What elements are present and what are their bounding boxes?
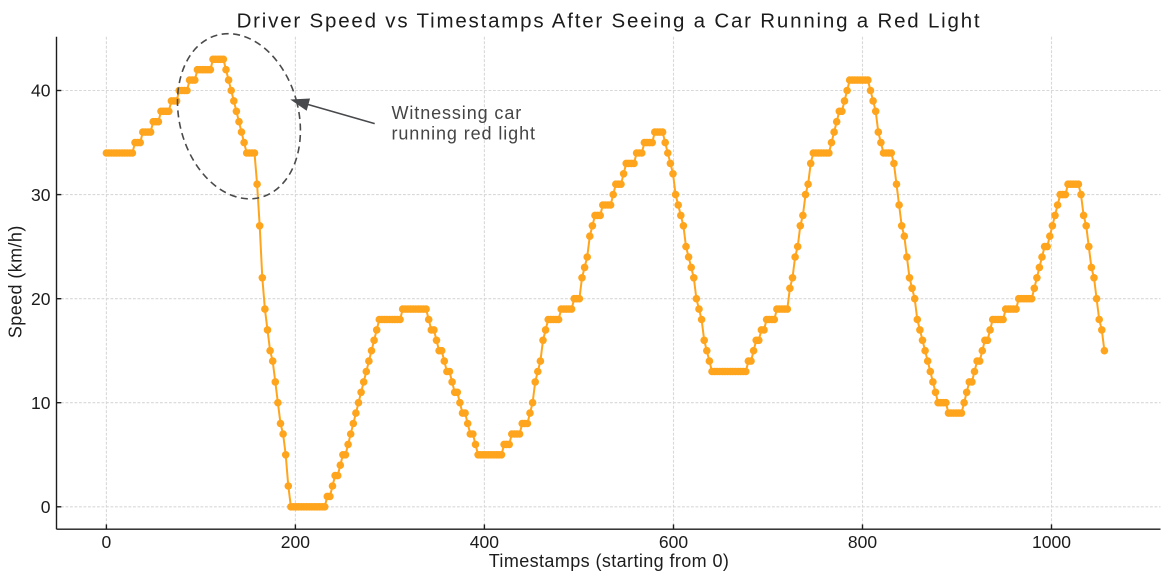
- svg-text:running red light: running red light: [392, 124, 536, 144]
- svg-text:200: 200: [281, 532, 310, 552]
- svg-text:400: 400: [470, 532, 499, 552]
- svg-text:800: 800: [848, 532, 877, 552]
- svg-text:600: 600: [659, 532, 688, 552]
- svg-text:20: 20: [31, 289, 51, 309]
- svg-text:Timestamps (starting from 0): Timestamps (starting from 0): [489, 551, 730, 571]
- svg-text:Driver Speed vs Timestamps Aft: Driver Speed vs Timestamps After Seeing …: [237, 9, 982, 32]
- svg-text:40: 40: [31, 81, 51, 101]
- svg-text:10: 10: [31, 393, 51, 413]
- svg-text:1000: 1000: [1032, 532, 1071, 552]
- svg-text:Speed (km/h): Speed (km/h): [6, 225, 26, 338]
- svg-text:0: 0: [41, 497, 51, 517]
- svg-text:30: 30: [31, 185, 51, 205]
- svg-text:0: 0: [102, 532, 112, 552]
- svg-text:Witnessing car: Witnessing car: [392, 103, 523, 123]
